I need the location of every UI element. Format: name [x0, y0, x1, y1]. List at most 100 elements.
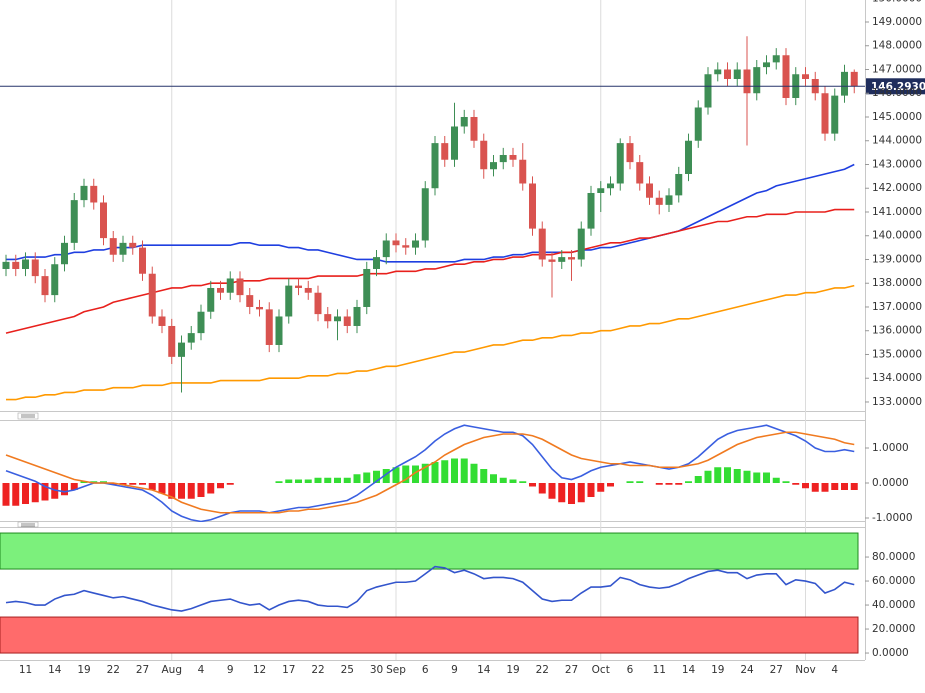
- last-price-label: 146.2930: [871, 81, 925, 93]
- x-tick-label: 12: [253, 664, 266, 676]
- x-tick-label: 4: [831, 664, 838, 676]
- histogram-bar: [772, 477, 780, 483]
- x-tick-label: 22: [536, 664, 549, 676]
- x-tick-label: 22: [311, 664, 324, 676]
- x-tick-label: 9: [451, 664, 458, 676]
- y-tick-label: 135.0000: [872, 348, 922, 360]
- histogram-bar: [587, 483, 595, 497]
- candle-body: [714, 69, 722, 75]
- candle-body: [70, 200, 78, 243]
- histogram-bar: [704, 470, 712, 483]
- histogram-bar: [538, 483, 546, 494]
- candle-body: [226, 278, 234, 293]
- candle-body: [607, 183, 614, 189]
- histogram-bar: [821, 483, 829, 492]
- histogram-bar: [470, 463, 478, 483]
- candle-body: [392, 240, 400, 246]
- candle-body: [626, 143, 634, 163]
- candle-body: [353, 306, 361, 326]
- histogram-bar: [441, 460, 449, 483]
- x-tick-label: 14: [477, 664, 491, 676]
- candle-body: [733, 69, 741, 79]
- candle-body: [41, 276, 49, 296]
- histogram-bar: [22, 483, 29, 504]
- candle-body: [509, 154, 517, 160]
- candle-body: [61, 242, 68, 265]
- histogram-bar: [275, 481, 283, 483]
- x-tick-label: 6: [627, 664, 634, 676]
- histogram-bar: [187, 483, 195, 499]
- candle-body: [597, 188, 605, 193]
- histogram-bar: [675, 483, 683, 485]
- panel-handle[interactable]: [17, 412, 39, 420]
- candle-body: [217, 287, 224, 293]
- candle-body: [763, 62, 770, 68]
- candle-body: [577, 228, 585, 260]
- x-tick-label: 27: [136, 664, 149, 676]
- y-tick-label: 146.0000: [872, 87, 922, 99]
- histogram-bar: [80, 481, 88, 483]
- candle-body: [343, 316, 351, 326]
- y-tick-label: 139.0000: [872, 253, 922, 265]
- x-tick-label: 27: [565, 664, 578, 676]
- candle-body: [831, 95, 839, 134]
- histogram-bar: [636, 481, 644, 483]
- candle-body: [22, 259, 29, 269]
- histogram-bar: [373, 470, 380, 483]
- candle-body: [743, 69, 751, 94]
- y-tick-label: 137.0000: [872, 301, 922, 313]
- x-tick-label: 6: [422, 664, 429, 676]
- y-tick-label: 150.0000: [872, 0, 922, 4]
- histogram-bar: [109, 483, 117, 485]
- candle-body: [412, 240, 419, 248]
- histogram-bar: [217, 483, 224, 489]
- histogram-bar: [392, 467, 400, 483]
- histogram-bar: [70, 483, 78, 490]
- histogram-bar: [41, 483, 49, 501]
- candle-body: [519, 159, 527, 184]
- x-tick-label: 25: [341, 664, 354, 676]
- candle-body: [480, 140, 488, 170]
- histogram-bar: [451, 458, 458, 483]
- candle-body: [821, 93, 829, 134]
- panel: [2, 36, 858, 401]
- histogram-bar: [831, 483, 839, 490]
- candle-body: [646, 183, 653, 198]
- candle-body: [694, 107, 702, 141]
- histogram-bar: [197, 483, 205, 497]
- candle-body: [616, 143, 624, 184]
- y-tick-label: 147.0000: [872, 63, 922, 75]
- candle-body: [178, 342, 185, 357]
- candle-body: [636, 162, 644, 184]
- histogram-bar: [597, 483, 605, 492]
- candle-body: [568, 257, 575, 260]
- candle-body: [402, 245, 410, 248]
- x-tick-label: 19: [711, 664, 724, 676]
- level-band: [0, 616, 859, 654]
- histogram-bar: [431, 462, 439, 483]
- histogram-bar: [402, 465, 410, 483]
- candle-body: [100, 202, 107, 239]
- x-tick-label: 14: [48, 664, 62, 676]
- candle-body: [236, 278, 244, 296]
- y-tick-label: 134.0000: [872, 372, 922, 384]
- candle-body: [431, 143, 439, 189]
- candle-body: [499, 154, 507, 163]
- y-tick-label: 144.0000: [872, 135, 922, 147]
- histogram-bar: [139, 483, 146, 485]
- y-tick-label: 138.0000: [872, 277, 922, 289]
- candle-body: [324, 314, 332, 322]
- x-tick-label: 14: [682, 664, 696, 676]
- histogram-bar: [285, 479, 293, 483]
- panel-handle[interactable]: [17, 521, 39, 528]
- indicator-line: [5, 565, 855, 612]
- x-tick-label: 17: [282, 664, 295, 676]
- candle-body: [753, 67, 761, 94]
- indicator-line: [6, 163, 855, 263]
- histogram-bar: [119, 483, 127, 485]
- histogram-bar: [577, 483, 585, 503]
- histogram-bar: [90, 481, 98, 483]
- candle-body: [109, 238, 117, 255]
- panel: [0, 532, 859, 654]
